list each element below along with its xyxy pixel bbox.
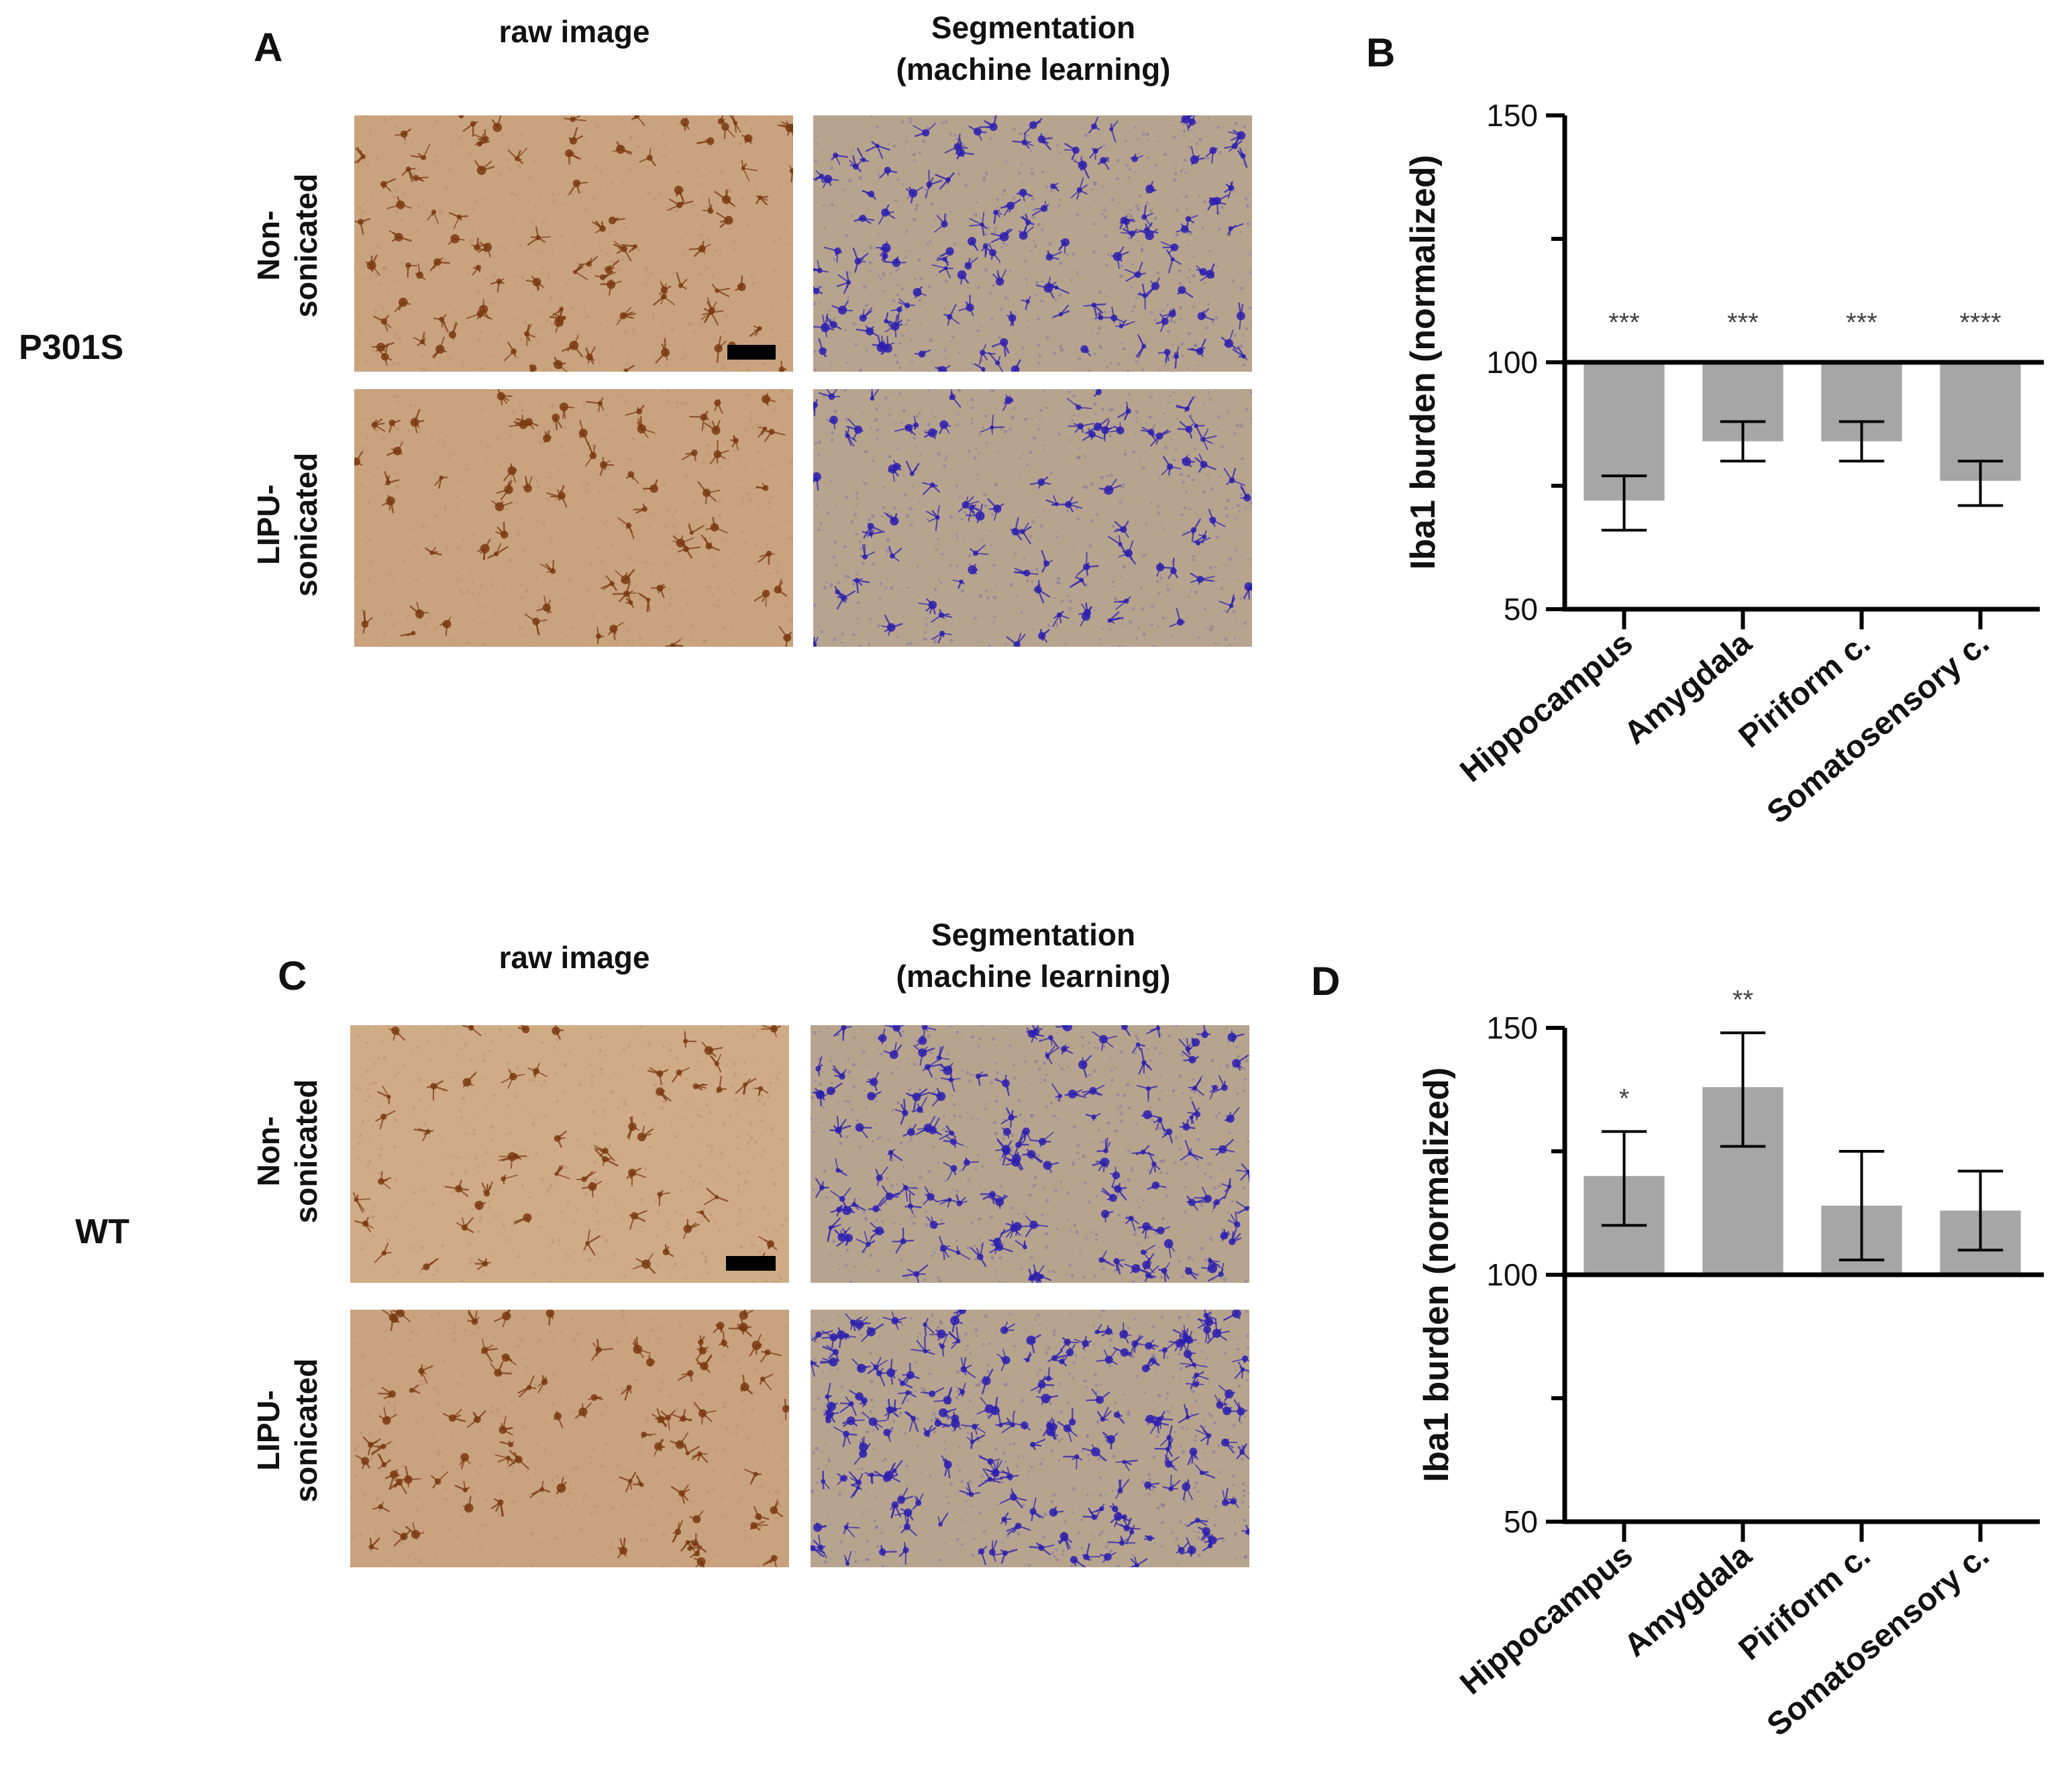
micrograph-seg-non-sonicated-p301s [813, 115, 1252, 372]
scale-bar-top [727, 345, 776, 360]
y-tick-label: 50 [1504, 1504, 1538, 1539]
significance-marker: *** [1608, 308, 1640, 337]
col-header-raw-image-bottom: raw image [499, 940, 650, 975]
micrograph-raw-non-sonicated-p301s [354, 115, 793, 372]
significance-marker: *** [1727, 308, 1759, 337]
y-tick-label: 100 [1486, 1257, 1538, 1292]
panel-letter-c: C [278, 953, 307, 998]
y-tick-label: 50 [1504, 592, 1538, 627]
group-label-p301s: P301S [19, 328, 124, 367]
x-category-label: Somatosensory c. [1761, 1538, 1996, 1743]
group-label-wt: WT [75, 1212, 130, 1251]
scale-bar-bottom [726, 1256, 776, 1271]
col-header-segmentation-top: Segmentation (machine learning) [896, 10, 1171, 87]
y-axis-title: Iba1 burden (normalized) [1417, 1067, 1456, 1482]
micrograph-seg-lipu-sonicated-wt [811, 1310, 1249, 1567]
significance-marker: ** [1732, 985, 1753, 1014]
micrograph-raw-lipu-sonicated-p301s [354, 389, 793, 647]
col-header-segmentation-bottom: Segmentation (machine learning) [896, 917, 1171, 994]
panel-letter-d: D [1311, 959, 1341, 1004]
panel-letter-a: A [254, 25, 283, 70]
y-tick-label: 100 [1486, 345, 1538, 380]
y-tick-label: 150 [1486, 1010, 1538, 1045]
micrograph-seg-non-sonicated-wt [811, 1025, 1249, 1283]
panel-letter-b: B [1366, 30, 1396, 75]
micrograph-raw-non-sonicated-wt [350, 1025, 789, 1283]
y-axis-title: Iba1 burden (normalized) [1404, 155, 1443, 570]
significance-marker: **** [1959, 308, 2001, 337]
micrograph-seg-lipu-sonicated-p301s [813, 389, 1252, 647]
y-tick-label: 150 [1486, 98, 1538, 133]
significance-marker: * [1619, 1084, 1630, 1114]
x-category-label: Hippocampus [1453, 1538, 1639, 1702]
col-header-raw-image-top: raw image [499, 14, 650, 49]
significance-marker: *** [1846, 308, 1877, 337]
micrograph-raw-lipu-sonicated-wt [350, 1310, 789, 1567]
